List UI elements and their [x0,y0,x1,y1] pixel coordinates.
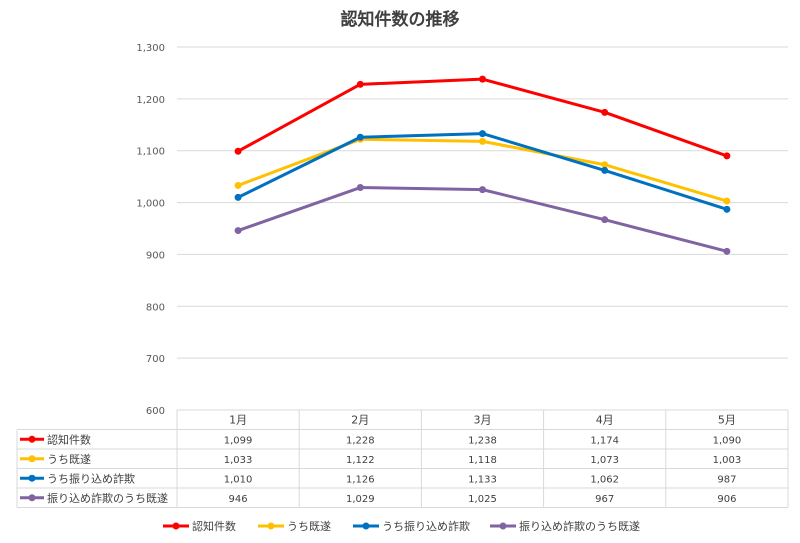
data-point [234,227,242,235]
data-point [234,181,242,189]
chart-title: 認知件数の推移 [341,9,460,30]
y-tick-label: 1,300 [136,43,165,54]
series-line-3 [237,132,728,211]
table-cell: 987 [717,474,736,485]
table-cell: 1,033 [224,455,253,466]
row-series-label: うち振り込め詐欺 [47,471,135,485]
gridlines [177,46,788,359]
data-point [356,133,364,141]
category-label: 5月 [718,414,736,427]
category-label: 4月 [596,414,614,427]
table-cell: 906 [717,494,736,505]
y-tick-label: 900 [146,250,165,261]
data-point [234,193,242,201]
data-point [601,166,609,174]
data-point [723,152,731,160]
row-series-label: 振り込め詐欺のうち既遂 [47,491,168,505]
legend-label: 認知件数 [192,519,236,533]
data-point [479,186,486,194]
data-point [601,161,609,169]
data-point [234,147,242,155]
table-cell: 1,118 [468,455,497,466]
table-cell: 946 [229,494,248,505]
y-tick-label: 1,100 [136,147,165,158]
data-point [356,80,364,88]
category-label: 1月 [229,414,247,427]
y-tick-label: 600 [146,406,165,417]
legend-key-marker [172,522,180,530]
table-cell: 1,003 [713,455,742,466]
data-point [723,197,731,205]
row-key-marker [28,494,36,502]
table-cell: 967 [595,494,614,505]
legend-label: 振り込め詐欺のうち既遂 [519,519,640,533]
legend-key-marker [267,522,275,530]
table-cell: 1,025 [468,494,497,505]
series-line-4 [237,186,728,253]
y-tick-label: 1,200 [136,95,165,106]
data-point [479,137,486,145]
table-cell: 1,238 [468,435,497,446]
legend-label: うち振り込め詐欺 [382,519,470,533]
row-key-marker [28,474,36,482]
table-cell: 1,010 [224,474,253,485]
row-key-marker [28,435,36,443]
table-cell: 1,126 [346,474,375,485]
y-tick-label: 1,000 [136,199,165,210]
legend-key-marker [362,522,370,530]
row-series-label: うち既遂 [47,452,91,466]
data-point [601,108,609,116]
y-tick-label: 800 [146,302,165,313]
category-label: 3月 [474,414,492,427]
data-point [479,130,486,138]
y-axis: 600 700 800 900 1,000 1,100 1,200 1,300 [136,43,165,417]
table-cell: 1,174 [590,435,619,446]
table-cell: 1,099 [224,435,253,446]
table-cell: 1,062 [590,474,619,485]
table-cell: 1,029 [346,494,375,505]
data-point [601,216,609,224]
data-point [479,75,486,83]
legend: 認知件数 うち既遂 うち振り込め詐欺 振り込め詐欺のうち既遂 [163,519,640,533]
legend-label: うち既遂 [287,519,331,533]
table-cell: 1,073 [590,455,619,466]
data-point [723,205,731,213]
table-cell: 1,090 [713,435,742,446]
series-lines [234,75,731,255]
data-point [723,247,731,255]
table-cell: 1,228 [346,435,375,446]
data-point [356,184,364,192]
category-label: 2月 [351,414,369,427]
table-cell: 1,122 [346,455,375,466]
legend-key-marker [499,522,507,530]
y-tick-label: 700 [146,354,165,365]
row-series-label: 認知件数 [47,432,91,446]
row-key-marker [28,455,36,463]
table-cell: 1,133 [468,474,497,485]
